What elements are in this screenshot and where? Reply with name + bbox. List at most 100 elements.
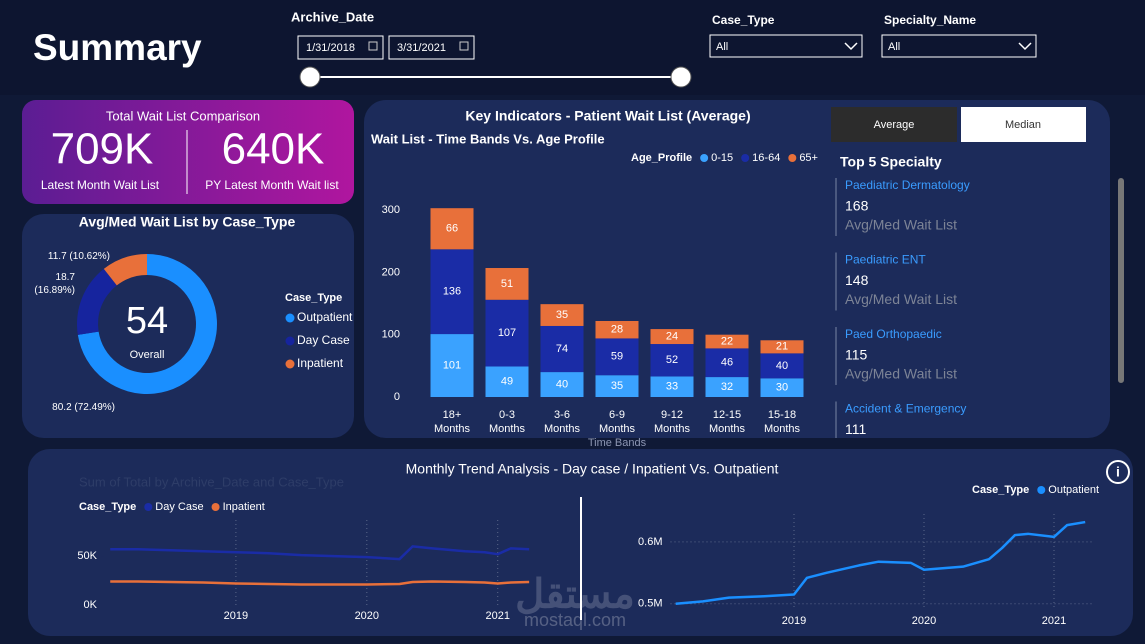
specialty-value: 168 <box>845 198 869 214</box>
chevron <box>1018 42 1032 51</box>
center-label: Overall <box>130 349 165 361</box>
bar-segment <box>650 329 694 345</box>
y-tick-label: 100 <box>382 329 400 341</box>
info-glyph: i <box>1116 464 1120 480</box>
x-tick-label: 15-18 Months <box>763 409 801 435</box>
x-tick-label: 2020 <box>355 610 379 622</box>
axis-title: Time Bands <box>588 437 647 449</box>
legend-label: 65+ <box>799 152 818 164</box>
bar-segment <box>485 299 529 367</box>
x-tick-label: 2021 <box>485 610 509 622</box>
bar-segment <box>705 348 749 378</box>
bar-segment <box>485 366 529 397</box>
line-series <box>675 520 1086 606</box>
legend-label: Inpatient <box>297 356 344 370</box>
specialty-name: Paediatric Dermatology <box>845 178 970 192</box>
donut-slice <box>77 254 217 394</box>
legend-marker <box>1037 486 1046 494</box>
filter-label: Case_Type <box>712 13 775 27</box>
toggle-button[interactable] <box>961 107 1086 142</box>
legend-marker <box>144 503 153 511</box>
legend-marker <box>285 336 295 346</box>
x-tick-label: 0-3 Months <box>488 409 526 435</box>
data-label: 30 <box>776 382 788 394</box>
legend-label: Day Case <box>297 333 350 347</box>
bar-segment <box>760 340 804 354</box>
bar-segment <box>595 320 639 339</box>
dropdown[interactable] <box>709 34 863 58</box>
data-label: 66 <box>446 223 458 235</box>
slider-handle[interactable] <box>299 66 321 88</box>
specialty-name: Accident & Emergency <box>845 402 966 416</box>
x-tick-label: 2019 <box>782 615 806 627</box>
date-input[interactable] <box>388 35 475 60</box>
legend-label: 16-64 <box>752 152 780 164</box>
filter-label: Archive_Date <box>291 9 374 24</box>
toggle-button[interactable] <box>831 107 957 142</box>
chart-subtitle: Sum of Total by Archive_Date and Case_Ty… <box>79 474 344 489</box>
bar-segment <box>430 334 474 397</box>
legend-title: Case_Type <box>79 501 136 513</box>
data-label: 11.7 (10.62%) <box>47 251 110 262</box>
kpi-card <box>22 100 354 204</box>
line-series <box>110 580 530 586</box>
info-icon[interactable] <box>1106 460 1130 484</box>
date-input[interactable] <box>297 35 384 60</box>
legend-label: Outpatient <box>1048 484 1099 496</box>
bar-segment <box>540 304 584 326</box>
legend-marker <box>285 313 295 323</box>
data-label: 49 <box>501 376 513 388</box>
y-tick-label: 50K <box>77 550 97 562</box>
y-tick-label: 300 <box>382 204 400 216</box>
y-tick-label: 0.5M <box>638 598 662 610</box>
data-label: 52 <box>666 354 678 366</box>
bar-segment <box>595 375 639 397</box>
data-label: 32 <box>721 381 733 393</box>
x-tick-label: 6-9 Months <box>598 409 636 435</box>
panel-title: Monthly Trend Analysis - Day case / Inpa… <box>406 461 779 477</box>
data-label: 18.7 (16.89%) <box>34 272 75 296</box>
data-label: 40 <box>556 378 568 390</box>
legend-marker <box>788 154 797 162</box>
watermark: مستقل <box>515 573 635 617</box>
line-series <box>110 545 530 561</box>
data-label: 107 <box>498 327 516 339</box>
specialty-value: 115 <box>845 347 868 363</box>
button-label: Median <box>1005 119 1041 131</box>
bar-segment <box>485 268 529 300</box>
x-tick-label: 2021 <box>1042 615 1066 627</box>
kpi-value: 709K <box>51 125 154 174</box>
page-title: Summary <box>33 27 202 68</box>
specialty-caption: Avg/Med Wait List <box>845 366 957 382</box>
kpi-value: 640K <box>222 125 325 174</box>
specialty-name: Paediatric ENT <box>845 253 926 267</box>
scrollbar[interactable] <box>1118 178 1124 383</box>
chevron <box>844 42 858 51</box>
specialty-value: 111 <box>845 421 866 437</box>
legend-marker <box>741 154 750 162</box>
panel-title: Key Indicators - Patient Wait List (Aver… <box>465 108 750 124</box>
bar-segment <box>650 376 694 397</box>
date-from: 1/31/2018 <box>306 42 355 54</box>
kpi-label: PY Latest Month Wait list <box>205 178 339 192</box>
x-tick-label: 3-6 Months <box>543 409 581 435</box>
dropdown-value: All <box>716 41 728 53</box>
bar-segment <box>760 378 804 397</box>
kpi-label: Latest Month Wait List <box>41 178 160 192</box>
filter-label: Specialty_Name <box>884 13 976 27</box>
legend-label: 0-15 <box>711 152 733 164</box>
dropdown[interactable] <box>881 34 1037 58</box>
button-label: Average <box>874 119 915 131</box>
specialty-caption: Avg/Med Wait List <box>845 291 957 307</box>
slider-handle[interactable] <box>670 66 692 88</box>
list-title: Top 5 Specialty <box>840 154 942 170</box>
data-label: 136 <box>443 286 461 298</box>
data-label: 28 <box>611 324 623 336</box>
donut-slice <box>103 254 147 286</box>
x-tick-label: 18+ Months <box>433 409 471 435</box>
legend-title: Case_Type <box>972 484 1029 496</box>
data-label: 22 <box>721 335 733 347</box>
legend-marker <box>285 359 295 369</box>
data-label: 51 <box>501 278 513 290</box>
calendar-icon <box>459 41 469 51</box>
